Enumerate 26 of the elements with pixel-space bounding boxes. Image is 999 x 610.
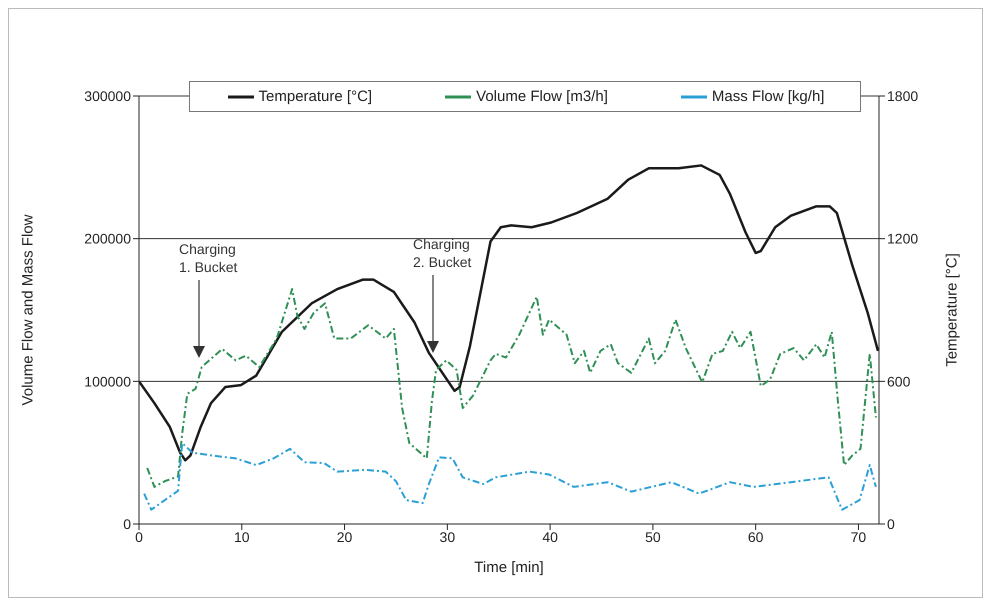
x-tick-label: 40 [542,528,558,545]
legend-label: Volume Flow [m3/h] [476,88,608,105]
line-series [146,288,877,488]
x-tick-label: 0 [135,528,144,545]
y2-tick-label: 600 [887,373,911,390]
y-tick-label: 0 [123,516,132,532]
y-axis-title: Volume Flow and Mass Flow [19,214,36,406]
annotation: Charging 2. Bucket [413,236,472,270]
y2-tick-label: 0 [887,516,895,532]
legend-label: Mass Flow [kg/h] [712,88,824,105]
x-tick-label: 60 [748,528,764,545]
annotation: Charging 1. Bucket [179,241,238,275]
y2-axis-title: Temperature [°C] [943,253,960,367]
x-tick-label: 20 [336,528,353,545]
x-tick-label: 30 [440,528,456,545]
x-tick-label: 10 [234,528,250,545]
y-tick-label: 200000 [84,230,132,247]
y2-tick-label: 1200 [887,230,918,247]
y-tick-label: 100000 [84,373,132,390]
x-axis-title: Time [min] [474,559,544,576]
line-series [143,442,877,511]
y2-tick-label: 1800 [887,88,918,104]
legend-label: Temperature [°C] [258,88,372,105]
x-tick-label: 70 [850,528,866,545]
x-tick-label: 50 [645,528,661,545]
y-tick-label: 300000 [84,88,132,104]
